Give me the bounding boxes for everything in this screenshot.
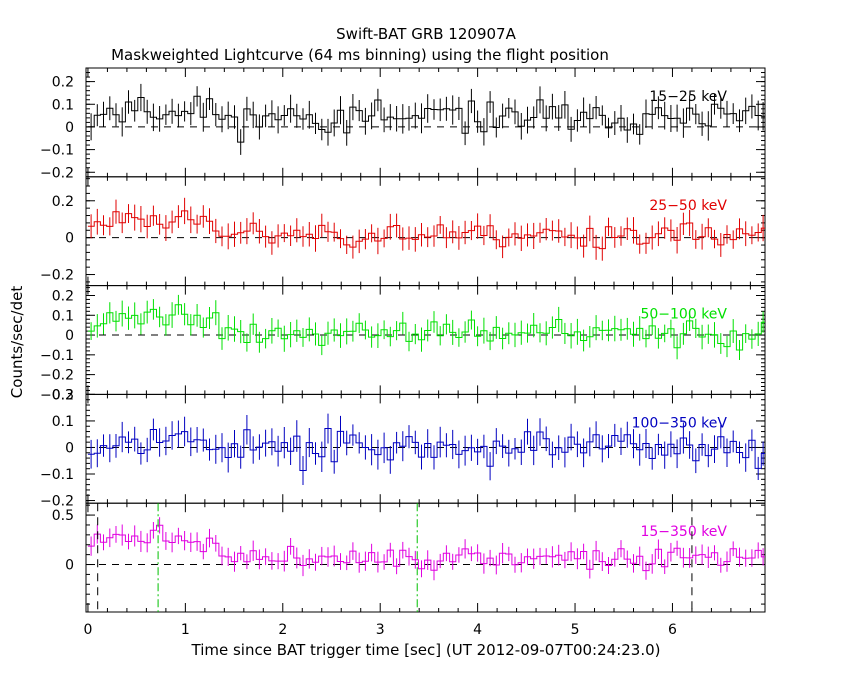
y-tick-label: −0.2	[40, 165, 74, 181]
band-label: 15−350 keV	[640, 524, 727, 540]
panel-5: 0 0.5 15−350 keV	[52, 502, 766, 613]
lightcurve-series	[87, 428, 765, 471]
x-tick-label: 2	[278, 622, 287, 638]
y-tick-label: −0.2	[40, 268, 74, 284]
panel-frame	[85, 502, 766, 613]
panel-frame	[85, 393, 766, 504]
lightcurve-series	[87, 95, 765, 143]
panel-frame	[85, 67, 766, 178]
y-tick-label: −0.1	[40, 348, 74, 364]
y-tick-label: 0	[65, 328, 74, 344]
y-tick-label: 0.1	[52, 308, 74, 324]
x-tick-label: 0	[83, 622, 92, 638]
band-label: 50−100 keV	[640, 307, 727, 323]
panel-3: −0.3 −0.2 −0.1 0 0.1 0.2 50−100 keV	[40, 285, 766, 403]
panel-4: −0.2 −0.1 0 0.1 0.2 100−350 keV	[40, 387, 766, 510]
y-tick-label: 0	[65, 120, 74, 136]
y-tick-label: 0.2	[52, 194, 74, 210]
chart-title: Swift-BAT GRB 120907A	[336, 25, 516, 43]
y-tick-label: 0	[65, 440, 74, 456]
panel-frame	[85, 285, 766, 395]
y-tick-label: 0.1	[52, 414, 74, 430]
y-tick-label: −0.1	[40, 467, 74, 483]
y-tick-label: −0.2	[40, 494, 74, 510]
x-tick-label: 3	[376, 622, 385, 638]
y-tick-label: −0.3	[40, 387, 74, 403]
y-tick-label: −0.2	[40, 368, 74, 384]
chart-subtitle: Maskweighted Lightcurve (64 ms binning) …	[111, 46, 609, 64]
x-axis-label: Time since BAT trigger time [sec] (UT 20…	[191, 641, 661, 659]
x-tick-label: 6	[668, 622, 677, 638]
panel-frame	[85, 176, 766, 287]
y-axis-label: Counts/sec/det	[8, 286, 26, 399]
y-tick-label: 0	[65, 558, 74, 574]
y-tick-label: 0.2	[52, 387, 74, 403]
y-tick-label: 0	[65, 231, 74, 247]
band-label: 25−50 keV	[649, 198, 727, 214]
y-tick-label: 0.1	[52, 97, 74, 113]
band-label: 100−350 keV	[632, 415, 728, 431]
x-tick-label: 5	[571, 622, 580, 638]
band-label: 15−25 keV	[649, 89, 727, 105]
panels-group: −0.2 −0.1 0 0.1 0.2 15−25 keV −0.2 0 0.2 25−50 ke…	[40, 67, 766, 638]
panel-1: −0.2 −0.1 0 0.1 0.2 15−25 keV	[40, 67, 766, 181]
y-tick-label: 0.2	[52, 288, 74, 304]
panel-2: −0.2 0 0.2 25−50 keV	[40, 176, 766, 287]
lightcurve-series	[87, 210, 765, 250]
lightcurve-series	[87, 524, 765, 572]
x-tick-label: 4	[473, 622, 482, 638]
y-tick-label: 0.5	[52, 508, 74, 524]
y-tick-label: −0.1	[40, 143, 74, 159]
x-tick-label: 1	[181, 622, 190, 638]
y-tick-label: 0.2	[52, 75, 74, 91]
